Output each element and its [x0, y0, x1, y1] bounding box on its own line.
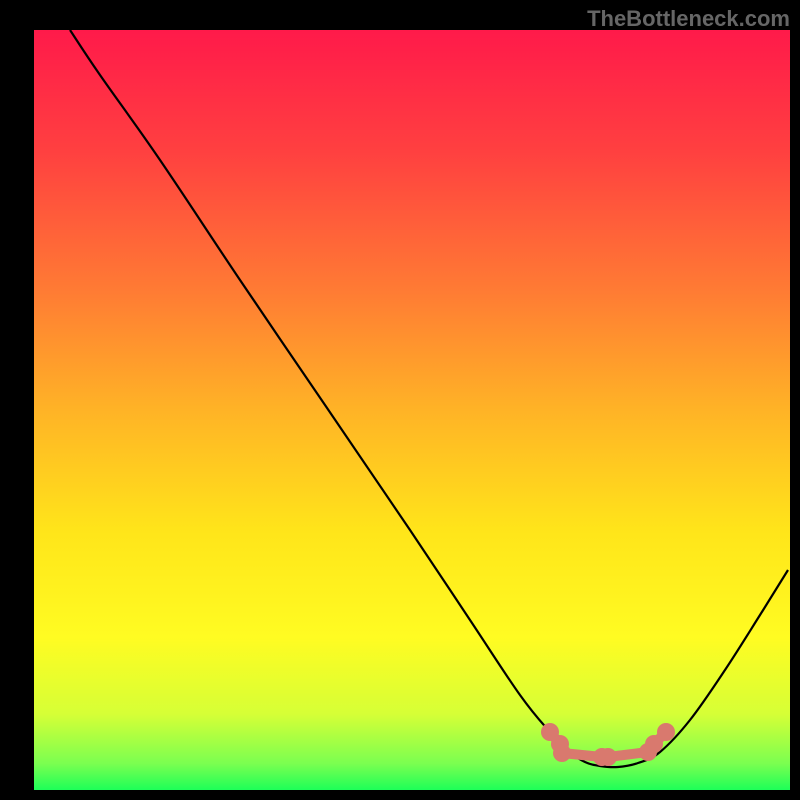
bottleneck-chart — [0, 0, 800, 800]
watermark-text: TheBottleneck.com — [587, 6, 790, 32]
plot-area — [34, 30, 790, 790]
chart-container: TheBottleneck.com — [0, 0, 800, 800]
